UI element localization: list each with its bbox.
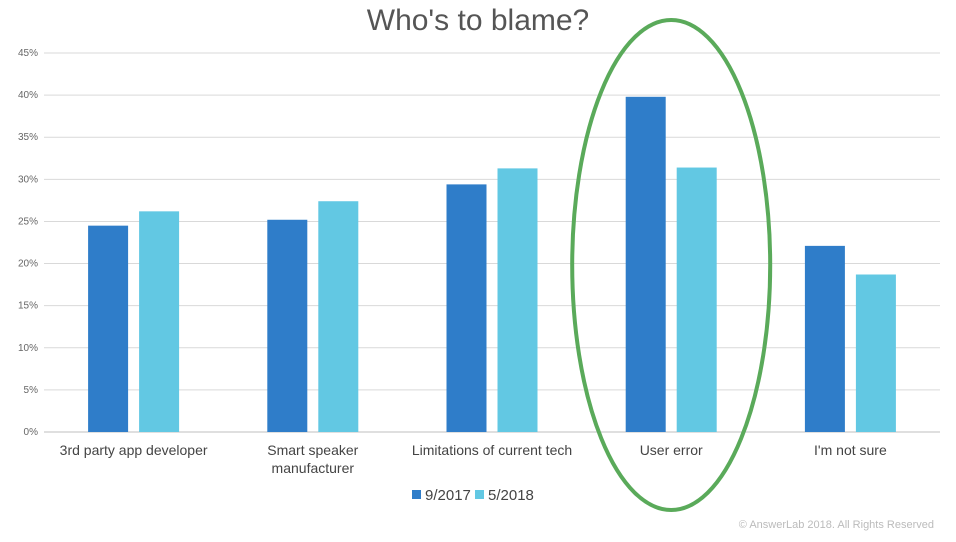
legend: 9/2017 5/2018: [412, 487, 534, 504]
x-category-label: Smart speaker: [267, 442, 358, 458]
bar-5-2018-0: [139, 211, 180, 432]
x-axis: 3rd party app developer Smart speaker manu…: [60, 442, 887, 476]
y-tick-label: 45%: [18, 48, 38, 59]
y-tick-label: 5%: [24, 385, 39, 396]
x-category-label: Limitations of current tech: [412, 442, 572, 458]
bar-5-2018-2: [497, 168, 538, 432]
y-tick-label: 10%: [18, 343, 38, 354]
y-tick-label: 40%: [18, 90, 38, 101]
grid-lines: [44, 52, 940, 433]
y-tick-label: 30%: [18, 174, 38, 185]
bar-5-2018-1: [318, 201, 359, 432]
y-tick-label: 25%: [18, 216, 38, 227]
bar-9-2017-3: [625, 96, 666, 432]
y-axis: 0% 5% 10% 15% 20% 25% 30% 35% 40% 45%: [18, 48, 38, 438]
copyright-notice: © AnswerLab 2018. All Rights Reserved: [738, 519, 934, 531]
bar-9-2017-4: [804, 245, 845, 432]
highlight-ellipse-shape: [570, 18, 773, 512]
legend-swatch: [412, 490, 421, 499]
y-tick-label: 35%: [18, 132, 38, 143]
bar-9-2017-0: [88, 225, 129, 432]
y-tick-label: 0%: [24, 427, 39, 438]
bar-5-2018-4: [855, 274, 896, 432]
x-category-label: 3rd party app developer: [60, 442, 208, 458]
chart-title: Who's to blame?: [366, 4, 590, 37]
bars: [88, 96, 896, 432]
y-tick-label: 15%: [18, 301, 38, 312]
bar-5-2018-3: [676, 167, 717, 432]
bar-9-2017-1: [267, 219, 308, 432]
y-tick-label: 20%: [18, 259, 38, 270]
legend-swatch: [475, 490, 484, 499]
x-category-label: User error: [640, 442, 703, 458]
bar-9-2017-2: [446, 184, 487, 432]
legend-label: 5/2018: [488, 487, 534, 504]
x-category-label: I'm not sure: [814, 442, 887, 458]
highlight-ellipse: [570, 18, 773, 512]
x-category-label: manufacturer: [272, 460, 355, 476]
legend-label: 9/2017: [425, 487, 471, 504]
